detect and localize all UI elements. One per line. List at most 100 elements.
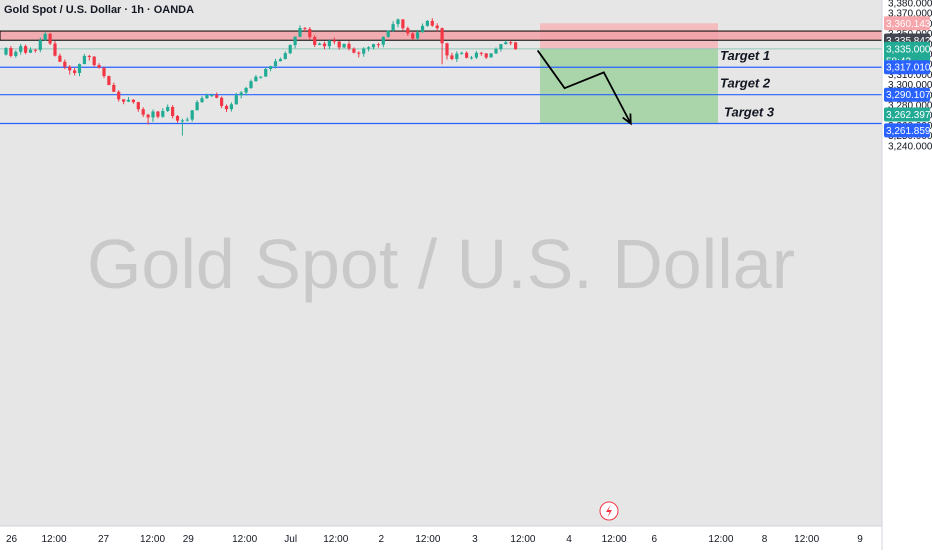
candle-body bbox=[234, 95, 238, 105]
price-tick-label: 3,370.000 bbox=[888, 9, 932, 20]
candle-body bbox=[342, 43, 346, 48]
candle-body bbox=[58, 55, 62, 62]
candle-body bbox=[166, 106, 170, 112]
time-tick-label: 3 bbox=[472, 534, 478, 545]
candle-body bbox=[151, 111, 155, 118]
candle-body bbox=[254, 76, 258, 82]
candle-body bbox=[141, 109, 145, 115]
candle-body bbox=[97, 65, 101, 68]
watermark: Gold Spot / U.S. Dollar bbox=[87, 225, 795, 303]
time-tick-label: 26 bbox=[6, 534, 18, 545]
candle-body bbox=[435, 25, 439, 29]
candle-body bbox=[195, 102, 199, 111]
candle-body bbox=[494, 49, 498, 54]
candle-body bbox=[303, 27, 307, 30]
price-tag-box bbox=[884, 16, 930, 31]
price-tag-label: 3,262.397 bbox=[886, 110, 931, 121]
time-tick-label: 12:00 bbox=[794, 534, 819, 545]
candle-body bbox=[411, 33, 415, 39]
time-tick-label: Jul bbox=[284, 534, 297, 545]
candle-body bbox=[401, 19, 405, 29]
candle-body bbox=[469, 57, 474, 59]
candle-body bbox=[357, 52, 361, 54]
candle-body bbox=[19, 46, 23, 52]
candle-body bbox=[117, 91, 121, 100]
time-tick-label: 12:00 bbox=[510, 534, 535, 545]
candle-body bbox=[450, 55, 454, 59]
candle-body bbox=[107, 76, 111, 86]
candle-body bbox=[112, 85, 116, 92]
time-tick-label: 27 bbox=[98, 534, 110, 545]
candle-body bbox=[484, 53, 488, 58]
candle-body bbox=[337, 41, 341, 48]
candle-body bbox=[455, 53, 459, 59]
candle-body bbox=[332, 40, 336, 42]
candle-body bbox=[420, 25, 425, 33]
price-tick-label: 3,310.000 bbox=[888, 70, 932, 81]
candle-body bbox=[318, 43, 322, 45]
candle-body bbox=[489, 53, 493, 58]
candle-body bbox=[190, 110, 194, 120]
candle-body bbox=[229, 104, 233, 110]
plot-background bbox=[0, 0, 882, 526]
candle-body bbox=[322, 43, 327, 47]
candle-body bbox=[504, 42, 508, 45]
time-tick-label: 12:00 bbox=[708, 534, 733, 545]
price-tag-label: 3,335.000 bbox=[886, 44, 931, 55]
candle-body bbox=[215, 95, 219, 98]
time-tick-label: 12:00 bbox=[415, 534, 440, 545]
candle-body bbox=[220, 97, 224, 106]
candle-body bbox=[92, 56, 96, 66]
candle-body bbox=[283, 53, 287, 60]
candle-body bbox=[171, 106, 175, 117]
candle-body bbox=[200, 98, 204, 103]
candle-body bbox=[249, 81, 253, 88]
candle-body bbox=[185, 119, 189, 121]
candle-body bbox=[479, 52, 483, 54]
candle-body bbox=[180, 120, 184, 122]
time-tick-label: 4 bbox=[566, 534, 572, 545]
candle-body bbox=[362, 48, 366, 54]
price-tag-label: 3,261.859 bbox=[886, 126, 931, 137]
time-tick-label: 2 bbox=[379, 534, 385, 545]
price-tags-layer: 3,360.1433,335.8423,335.00058:433,317.01… bbox=[884, 16, 931, 138]
candle-body bbox=[347, 43, 351, 49]
candle-body bbox=[48, 33, 52, 44]
time-tick-label: 6 bbox=[651, 534, 657, 545]
candle-body bbox=[73, 70, 77, 73]
price-tag-label: 3,290.107 bbox=[886, 90, 931, 101]
time-tick-label: 12:00 bbox=[42, 534, 67, 545]
candle-body bbox=[425, 20, 429, 26]
candle-body bbox=[63, 61, 67, 67]
projection-path bbox=[536, 49, 632, 124]
candle-body bbox=[205, 95, 209, 99]
candle-body bbox=[77, 64, 82, 73]
price-tag-label: 3,317.010 bbox=[886, 63, 931, 74]
projection-arrowhead bbox=[622, 113, 632, 126]
levels-layer bbox=[0, 66, 882, 125]
time-axis[interactable] bbox=[0, 526, 882, 550]
candle-body bbox=[210, 95, 214, 97]
candle-body bbox=[269, 66, 273, 69]
time-tick-label: 12:00 bbox=[140, 534, 165, 545]
time-tick-label: 29 bbox=[183, 534, 195, 545]
lightning-icon[interactable] bbox=[599, 501, 619, 521]
candle-body bbox=[445, 43, 449, 56]
candle-body bbox=[371, 44, 376, 48]
price-tag-box bbox=[884, 60, 930, 75]
candle-body bbox=[38, 40, 42, 50]
candle-body bbox=[122, 99, 126, 102]
candle-body bbox=[224, 105, 229, 110]
projection-layer bbox=[536, 49, 632, 126]
target-label: Target 3 bbox=[724, 105, 775, 120]
candle-body bbox=[82, 55, 86, 65]
price-tick-label: 3,280.000 bbox=[888, 101, 932, 112]
candle-body bbox=[9, 48, 13, 56]
candle-body bbox=[4, 48, 8, 55]
time-tick-label: 9 bbox=[857, 534, 863, 545]
candle-body bbox=[396, 19, 400, 25]
candle-body bbox=[264, 68, 268, 77]
candle-body bbox=[514, 42, 518, 50]
